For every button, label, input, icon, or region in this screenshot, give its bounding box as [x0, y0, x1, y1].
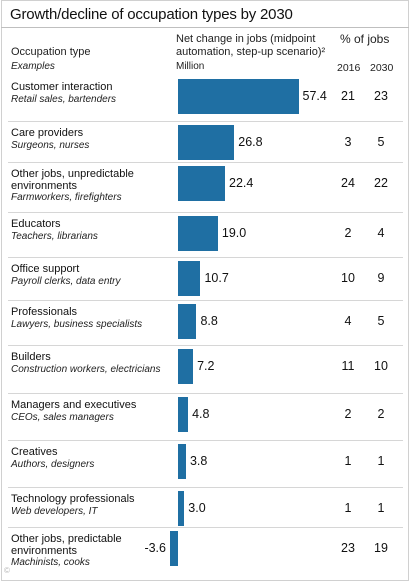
- category-label: Professionals Lawyers, business specialis…: [11, 306, 176, 330]
- category-examples: Authors, designers: [11, 458, 95, 470]
- category-name: Managers and executives: [11, 399, 137, 411]
- pct-2016-value: 23: [341, 540, 355, 555]
- category-examples: Web developers, IT: [11, 505, 98, 517]
- bar: [178, 444, 186, 479]
- bar: [178, 79, 299, 114]
- pct-2030-value: 1: [377, 500, 385, 515]
- category-label: Care providers Surgeons, nurses: [11, 127, 176, 151]
- bar: [178, 166, 226, 201]
- occupation-type-header: Occupation type: [11, 46, 91, 58]
- pct-2016-value: 11: [341, 358, 355, 373]
- row-divider: [8, 212, 403, 213]
- bar-value-label: 3.0: [188, 500, 206, 515]
- year-2016-header: 2016: [337, 62, 361, 74]
- category-label: Educators Teachers, librarians: [11, 218, 176, 242]
- row-divider: [8, 162, 403, 163]
- category-examples: Surgeons, nurses: [11, 139, 90, 151]
- category-examples: Farmworkers, firefighters: [11, 192, 122, 203]
- category-label: Builders Construction workers, electricia…: [11, 351, 176, 375]
- year-2030-header: 2030: [370, 62, 394, 74]
- row-divider: [8, 300, 403, 301]
- pct-2030-value: 19: [374, 540, 388, 555]
- pct-2030-value: 22: [374, 175, 388, 190]
- category-label: Office support Payroll clerks, data entry: [11, 263, 176, 287]
- bar-value-label: 19.0: [221, 225, 247, 240]
- bar-value-label: 3.8: [189, 453, 208, 468]
- pct-2016-value: 2: [344, 406, 352, 421]
- category-name: Customer interaction: [11, 81, 113, 93]
- category-examples: Teachers, librarians: [11, 230, 98, 242]
- pct-2016-value: 2: [344, 225, 352, 240]
- bar: [178, 397, 189, 432]
- bar-value-label: 4.8: [192, 406, 210, 421]
- row-divider: [8, 345, 403, 346]
- watermark: ©: [4, 566, 10, 575]
- category-examples: Machinists, cooks: [11, 557, 90, 568]
- category-label: Technology professionals Web developers, …: [11, 493, 176, 517]
- pct-2030-value: 2: [377, 406, 385, 421]
- bar: [178, 349, 194, 384]
- category-name: Office support: [11, 263, 80, 275]
- pct-2016-value: 3: [344, 134, 352, 149]
- bar-value-label: 22.4: [229, 175, 254, 190]
- bar-value-label: 7.2: [197, 358, 215, 373]
- pct-2016-value: 10: [341, 270, 355, 285]
- category-examples: Lawyers, business specialists: [11, 318, 143, 330]
- category-examples: Payroll clerks, data entry: [11, 275, 121, 287]
- pct-2016-value: 4: [344, 313, 352, 328]
- bar: [170, 531, 178, 566]
- bar: [178, 304, 197, 339]
- row-divider: [8, 487, 403, 488]
- category-examples: Retail sales, bartenders: [11, 93, 117, 105]
- pct-2030-value: 9: [377, 270, 385, 285]
- category-name: Educators: [11, 218, 61, 230]
- row-divider: [8, 257, 403, 258]
- bar-value-label: 57.4: [302, 88, 327, 103]
- pct-of-jobs-header: % of jobs: [340, 32, 390, 46]
- bar: [178, 261, 201, 296]
- category-name: Professionals: [11, 306, 78, 318]
- bar-value-label: 8.8: [200, 313, 218, 328]
- category-label: Other jobs, predictable environments Mach…: [11, 533, 176, 569]
- category-name: Care providers: [11, 127, 84, 139]
- bar-value-label: -3.6: [144, 540, 166, 555]
- category-name: Other jobs, unpredictable environments: [11, 168, 134, 192]
- pct-2016-value: 24: [341, 175, 355, 190]
- category-label: Customer interaction Retail sales, barten…: [11, 81, 176, 105]
- row-divider: [8, 527, 403, 528]
- bar-value-label: 26.8: [238, 134, 263, 149]
- bar: [178, 125, 235, 160]
- unit-header: Million: [176, 61, 205, 72]
- row-divider: [8, 393, 403, 394]
- pct-2016-value: 21: [341, 88, 355, 103]
- pct-2030-value: 5: [377, 313, 385, 328]
- pct-2030-value: 4: [377, 225, 385, 240]
- pct-2030-value: 10: [374, 358, 388, 373]
- row-divider: [8, 440, 403, 441]
- pct-2016-value: 1: [344, 453, 352, 468]
- bar: [178, 216, 218, 251]
- category-name: Other jobs, predictable environments: [11, 533, 122, 557]
- category-label: Creatives Authors, designers: [11, 446, 176, 470]
- net-change-header: Net change in jobs (midpoint automation,…: [176, 33, 326, 58]
- examples-header: Examples: [11, 61, 55, 72]
- category-name: Creatives: [11, 446, 58, 458]
- category-label: Other jobs, unpredictable environments Fa…: [11, 168, 176, 204]
- category-examples: CEOs, sales managers: [11, 411, 114, 423]
- pct-2030-value: 1: [377, 453, 385, 468]
- category-name: Builders: [11, 351, 51, 363]
- bar: [178, 491, 185, 526]
- bar-value-label: 10.7: [204, 270, 229, 285]
- pct-2030-value: 5: [377, 134, 385, 149]
- category-label: Managers and executives CEOs, sales manag…: [11, 399, 176, 423]
- title-divider: [1, 27, 409, 28]
- chart-title: Growth/decline of occupation types by 20…: [10, 6, 293, 23]
- category-name: Technology professionals: [11, 493, 135, 505]
- category-examples: Construction workers, electricians: [11, 363, 161, 375]
- pct-2030-value: 23: [374, 88, 388, 103]
- row-divider: [8, 121, 403, 122]
- pct-2016-value: 1: [344, 500, 352, 515]
